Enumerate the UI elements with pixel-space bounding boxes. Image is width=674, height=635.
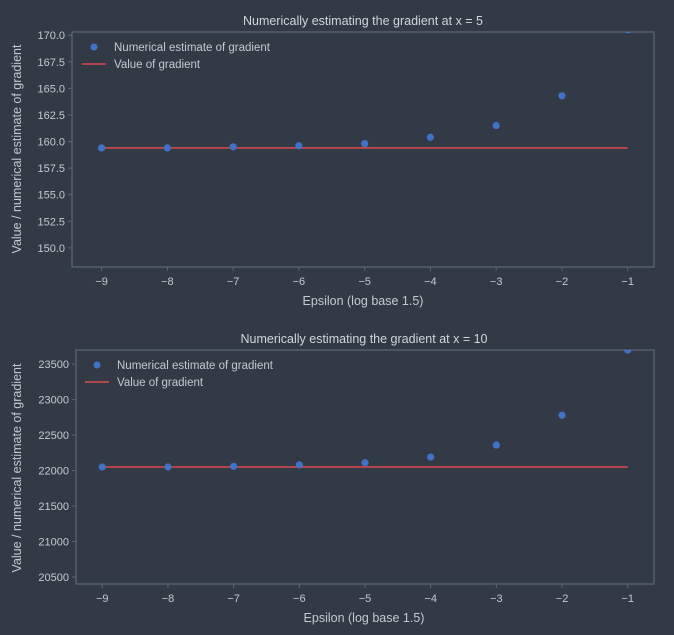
x-tick-label: −8	[162, 593, 175, 605]
x-tick-label: −4	[424, 593, 437, 605]
x-tick-label: −7	[227, 593, 240, 605]
plot-area	[98, 350, 632, 471]
x-tick-label: −2	[556, 276, 569, 288]
y-tick-label: 170.0	[37, 30, 65, 42]
estimate-point	[492, 441, 500, 449]
estimate-point	[361, 459, 369, 467]
legend: Numerical estimate of gradient Value of …	[85, 360, 274, 389]
chart-title: Numerically estimating the gradient at x…	[241, 332, 488, 346]
y-axis-label: Value / numerical estimate of gradient	[10, 44, 24, 253]
x-tick-label: −4	[424, 276, 437, 288]
legend-marker-points	[90, 43, 98, 51]
chart-x5: Numerically estimating the gradient at x…	[10, 14, 655, 308]
legend-label-value: Value of gradient	[117, 377, 204, 389]
y-tick-label: 167.5	[37, 57, 65, 69]
legend: Numerical estimate of gradient Value of …	[82, 42, 271, 71]
x-tick-label: −8	[161, 276, 174, 288]
y-tick-label: 160.0	[37, 137, 65, 149]
chart-x10: Numerically estimating the gradient at x…	[10, 332, 655, 625]
estimate-point	[426, 133, 435, 141]
estimate-point	[230, 462, 238, 470]
x-tick-label: −5	[358, 276, 371, 288]
y-axis-label: Value / numerical estimate of gradient	[10, 363, 24, 572]
plot-area	[97, 32, 631, 152]
y-tick-label: 23500	[38, 359, 69, 371]
y-tick-label: 22500	[38, 430, 69, 442]
estimate-point	[361, 140, 369, 148]
y-tick-label: 23000	[38, 395, 69, 407]
y-tick-label: 162.5	[37, 110, 65, 122]
x-tick-label: −1	[621, 276, 634, 288]
x-tick-label: −7	[227, 276, 240, 288]
estimate-point	[492, 121, 500, 130]
estimate-point	[97, 144, 106, 152]
y-tick-label: 150.0	[37, 243, 65, 255]
x-tick-label: −6	[293, 276, 306, 288]
x-tick-label: −2	[556, 593, 569, 605]
x-axis-label: Epsilon (log base 1.5)	[304, 611, 425, 625]
x-tick-label: −1	[621, 593, 634, 605]
x-tick-label: −5	[359, 593, 372, 605]
estimate-point	[558, 92, 566, 100]
x-axis-label: Epsilon (log base 1.5)	[303, 294, 424, 308]
plot-frame	[71, 31, 655, 268]
x-tick-label: −6	[293, 593, 306, 605]
x-tick-label: −3	[490, 276, 503, 288]
estimate-point	[624, 32, 631, 34]
estimate-point	[624, 350, 632, 354]
chart-title: Numerically estimating the gradient at x…	[243, 14, 483, 28]
x-tick-label: −9	[96, 593, 109, 605]
y-tick-label: 157.5	[37, 163, 65, 175]
x-tick-label: −3	[490, 593, 503, 605]
y-tick-label: 20500	[38, 572, 69, 584]
estimate-point	[229, 143, 237, 151]
estimate-point	[98, 463, 106, 471]
y-tick-label: 165.0	[37, 83, 65, 95]
legend-label-estimate: Numerical estimate of gradient	[117, 360, 274, 372]
legend-label-estimate: Numerical estimate of gradient	[114, 42, 271, 54]
legend-marker-points	[93, 361, 101, 369]
estimate-point	[164, 463, 172, 471]
estimate-point	[558, 411, 566, 419]
y-tick-label: 21000	[38, 536, 69, 548]
y-tick-label: 152.5	[37, 216, 65, 228]
x-tick-label: −9	[95, 276, 108, 288]
y-tick-label: 21500	[38, 501, 69, 513]
y-tick-label: 155.0	[37, 190, 65, 202]
estimate-point	[295, 142, 303, 150]
legend-label-value: Value of gradient	[114, 59, 201, 71]
y-tick-label: 22000	[38, 466, 69, 478]
estimate-point	[163, 144, 171, 152]
estimate-point	[427, 453, 435, 461]
estimate-point	[295, 461, 303, 469]
